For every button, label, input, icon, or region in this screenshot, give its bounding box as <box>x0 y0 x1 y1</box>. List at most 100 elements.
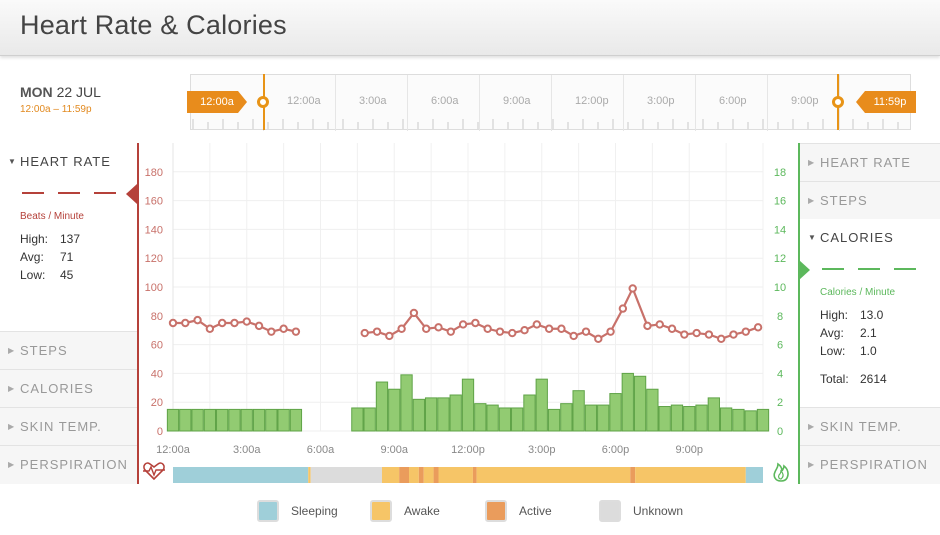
heart-rate-stats: High: 137 Avg: 71 Low: 45 <box>20 232 80 286</box>
calories-bar <box>412 398 425 432</box>
x-tick-label: 3:00p <box>528 444 556 456</box>
stat-value: 1.0 <box>860 344 877 358</box>
date-day: MON <box>20 84 53 100</box>
flame-outline <box>773 462 789 482</box>
calories-bar <box>474 403 487 432</box>
heart-rate-point <box>606 327 615 336</box>
right-section-steps[interactable]: ▶ STEPS <box>800 181 940 219</box>
heart-rate-point <box>254 321 264 331</box>
calories-bar <box>437 397 450 432</box>
heart-rate-point <box>741 327 750 336</box>
y-right-tick-label: 8 <box>777 311 783 323</box>
range-start-handle[interactable] <box>257 96 269 108</box>
y-right-tick-label: 0 <box>777 426 783 438</box>
section-label: CALORIES <box>20 381 94 396</box>
heart-rate-point <box>594 334 603 344</box>
stat-total: Total: 2614 <box>820 372 887 390</box>
calories-bar <box>683 406 696 432</box>
heart-rate-point <box>628 284 637 293</box>
y-left-tick-label: 60 <box>151 340 163 352</box>
heart-rate-point <box>655 320 664 329</box>
x-tick-label: 3:00a <box>233 444 261 456</box>
scrubber-time-label: 9:00a <box>503 95 531 107</box>
y-left-tick-label: 80 <box>151 311 163 323</box>
calories-bar <box>707 397 720 432</box>
activity-band-awake <box>381 467 400 483</box>
scrubber-separator <box>623 75 624 131</box>
range-end-handle[interactable] <box>832 96 844 108</box>
x-tick-label: 12:00a <box>156 444 191 456</box>
activity-band-awake <box>635 467 746 483</box>
date-range: 12:00a – 11:59p <box>20 104 92 115</box>
y-left-tick-label: 40 <box>151 368 163 380</box>
right-section-perspiration[interactable]: ▶ PERSPIRATION <box>800 445 940 484</box>
calories-bar <box>191 408 204 432</box>
calories-line-sample <box>822 268 916 270</box>
heart-rate-point <box>217 318 227 328</box>
y-right-tick-label: 14 <box>774 224 786 236</box>
heart-rate-point <box>372 327 382 336</box>
heart-rate-point <box>193 315 202 325</box>
y-left-tick-label: 140 <box>145 224 163 236</box>
activity-band-awake <box>438 467 473 483</box>
heart-outline <box>143 462 165 481</box>
section-label: SKIN TEMP. <box>820 419 902 434</box>
stat-high: High: 13.0 <box>820 308 887 326</box>
right-section-heart-rate[interactable]: ▶ HEART RATE <box>800 143 940 181</box>
right-section-skin-temp[interactable]: ▶ SKIN TEMP. <box>800 407 940 445</box>
scrubber-separator <box>551 75 552 131</box>
calories-bar <box>388 388 401 432</box>
caret-right-icon: ▶ <box>8 422 16 431</box>
heart-rate-point <box>643 321 652 331</box>
heart-rate-point <box>717 334 726 344</box>
heart-rate-point <box>279 324 288 333</box>
scrubber-separator <box>335 75 336 131</box>
activity-band-active <box>418 467 424 483</box>
scrubber-time-label: 12:00a <box>287 95 321 107</box>
legend-swatch <box>599 500 621 522</box>
scrubber-time-label: 12:00p <box>575 95 609 107</box>
calories-bar <box>523 394 536 432</box>
calories-bar <box>719 407 733 432</box>
right-metric-panel: ▶ HEART RATE ▶ STEPS ▼ CALORIES Calories… <box>800 143 940 484</box>
scrubber-time-label: 9:00p <box>791 95 819 107</box>
section-label: STEPS <box>820 193 868 208</box>
activity-band-unknown <box>310 467 382 483</box>
heart-rate-point <box>495 327 505 336</box>
heart-rate-point <box>267 327 276 336</box>
stat-value: 71 <box>60 250 74 264</box>
right-section-calories[interactable]: ▼ CALORIES <box>800 219 940 407</box>
y-right-tick-label: 12 <box>774 253 786 265</box>
heart-rate-point <box>471 318 480 328</box>
caret-down-icon: ▼ <box>8 157 17 166</box>
left-section-heart-rate[interactable]: ▼ HEART RATE <box>0 143 137 331</box>
left-section-calories[interactable]: ▶ CALORIES <box>0 369 137 407</box>
left-section-steps[interactable]: ▶ STEPS <box>0 331 137 369</box>
heart-rate-point <box>581 327 591 336</box>
left-section-skin-temp[interactable]: ▶ SKIN TEMP. <box>0 407 137 445</box>
calories-bar <box>240 408 253 432</box>
calories-bar <box>424 397 438 432</box>
range-start-flag[interactable]: 12:00a <box>187 91 247 113</box>
heart-rate-point <box>446 327 455 336</box>
heart-rate-unit: Beats / Minute <box>20 211 84 222</box>
y-left-tick-label: 0 <box>157 426 163 438</box>
calories-bar <box>252 408 266 432</box>
heart-rate-calories-chart[interactable]: 0 20 40 60 80 100 120 140 160 180 0 2 4 6 8 10 12 14 16 18 1… <box>137 143 800 484</box>
left-section-perspiration[interactable]: ▶ PERSPIRATION <box>0 445 137 484</box>
caret-right-icon: ▶ <box>808 158 816 167</box>
y-right-tick-label: 18 <box>774 167 786 179</box>
y-right-tick-label: 6 <box>777 340 783 352</box>
calories-bar <box>646 388 659 432</box>
legend-awake: Awake <box>370 500 440 522</box>
range-end-flag[interactable]: 11:59p <box>856 91 916 113</box>
stat-value: 137 <box>60 232 81 246</box>
section-label: PERSPIRATION <box>820 457 928 472</box>
calories-bar <box>289 408 303 432</box>
caret-down-icon: ▼ <box>808 233 817 242</box>
y-right-tick-label: 2 <box>777 397 783 409</box>
timeline-scrubber[interactable]: 12:00a 3:00a 6:00a 9:00a 12:00p 3:00p 6:00p 9:0… <box>190 74 911 131</box>
calories-stats: High: 13.0 Avg: 2.1 Low: 1.0 Total: 2614 <box>820 308 887 390</box>
scrubber-separator <box>695 75 696 131</box>
heart-rate-point <box>422 324 431 333</box>
